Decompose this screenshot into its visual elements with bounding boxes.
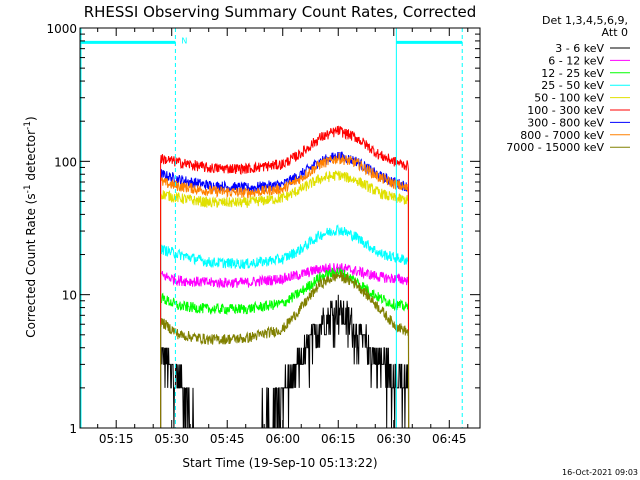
y-axis-label-mid: detector: [24, 130, 38, 185]
y-axis-label-end: ): [24, 116, 38, 121]
legend-entry-label: 25 - 50 keV: [541, 79, 604, 92]
svg-text:Corrected Count Rate (s-1 dete: Corrected Count Rate (s-1 detector-1): [23, 116, 38, 337]
axes-layer: 05:15 05:30 05:45 06:00 06:15 06:30 06:45 1 10 10…: [46, 22, 481, 446]
x-tick-label: 05:15: [99, 432, 134, 446]
legend-header: Det 1,3,4,5,6,9,: [542, 14, 628, 27]
chart-title: RHESSI Observing Summary Count Rates, Co…: [84, 3, 477, 21]
y-axis-label-sup1: -1: [23, 184, 33, 193]
series-line: [160, 224, 410, 429]
y-tick-label: 10: [62, 289, 77, 303]
y-axis-label: Corrected Count Rate (s-1 detector-1): [23, 116, 38, 337]
series-line: [160, 294, 410, 429]
series-line: [160, 263, 410, 429]
plot-frame: [79, 27, 481, 429]
x-tick-label: 05:30: [154, 432, 189, 446]
x-axis-label: Start Time (19-Sep-10 05:13:22): [182, 456, 377, 470]
y-tick-label: 100: [54, 155, 77, 169]
legend-entry-label: 50 - 100 keV: [534, 92, 604, 105]
legend-entry-label: 12 - 25 keV: [541, 67, 604, 80]
series-line: [160, 125, 410, 429]
series-line: [160, 151, 410, 429]
x-tick-label: 06:00: [265, 432, 300, 446]
x-tick-label: 05:45: [210, 432, 245, 446]
x-tick-label: 06:15: [321, 432, 356, 446]
y-axis-label-main: Corrected Count Rate (s: [24, 193, 38, 337]
x-tick-label: 06:45: [432, 432, 467, 446]
footer-date: 16-Oct-2021 09:03: [562, 468, 638, 477]
legend-header: Att 0: [602, 26, 628, 39]
legend-entry-label: 6 - 12 keV: [548, 54, 604, 67]
series-line: [160, 152, 410, 429]
legend-entry-label: 300 - 800 keV: [527, 116, 604, 129]
series-line: [160, 267, 410, 429]
legend-entry-label: 3 - 6 keV: [555, 42, 604, 55]
y-tick-label: 1: [69, 422, 77, 436]
series-layer: [160, 125, 410, 429]
annotation-label: N: [181, 36, 187, 45]
legend-entry-label: 7000 - 15000 keV: [506, 141, 604, 154]
y-tick-label: 1000: [46, 22, 77, 36]
annotation-layer: N: [80, 28, 463, 428]
x-tick-label: 06:30: [376, 432, 411, 446]
legend-entry-label: 800 - 7000 keV: [520, 129, 604, 142]
series-line: [160, 169, 410, 429]
series-line: [160, 271, 410, 429]
legend-entry-label: 100 - 300 keV: [527, 104, 604, 117]
y-axis-label-sup2: -1: [23, 121, 33, 130]
